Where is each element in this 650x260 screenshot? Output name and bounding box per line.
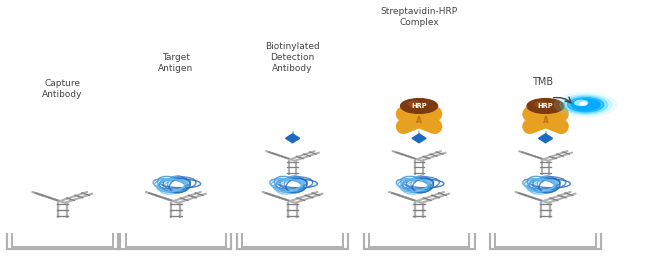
Polygon shape: [398, 125, 407, 129]
Polygon shape: [285, 134, 300, 143]
Circle shape: [580, 102, 586, 105]
Circle shape: [560, 94, 612, 115]
Polygon shape: [558, 112, 567, 115]
Polygon shape: [558, 125, 567, 129]
Circle shape: [534, 102, 547, 107]
Text: A: A: [416, 116, 422, 125]
Text: HRP: HRP: [538, 103, 553, 109]
Circle shape: [567, 98, 604, 112]
Text: Streptavidin-HRP
Complex: Streptavidin-HRP Complex: [380, 6, 458, 27]
Polygon shape: [525, 125, 533, 129]
Circle shape: [571, 99, 600, 110]
Polygon shape: [525, 112, 533, 115]
Circle shape: [564, 96, 608, 114]
Text: Target
Antigen: Target Antigen: [158, 53, 194, 73]
Circle shape: [400, 99, 437, 113]
Polygon shape: [432, 125, 440, 129]
Polygon shape: [538, 134, 552, 143]
Polygon shape: [398, 112, 407, 115]
Circle shape: [408, 102, 421, 107]
Text: TMB: TMB: [532, 77, 553, 87]
Text: HRP: HRP: [411, 103, 427, 109]
Polygon shape: [412, 134, 426, 143]
Circle shape: [554, 92, 617, 117]
Polygon shape: [432, 112, 440, 115]
Text: Biotinylated
Detection
Antibody: Biotinylated Detection Antibody: [265, 42, 320, 73]
Text: A: A: [543, 116, 549, 125]
Text: Capture
Antibody: Capture Antibody: [42, 79, 83, 99]
Circle shape: [575, 100, 588, 106]
Circle shape: [527, 99, 564, 113]
